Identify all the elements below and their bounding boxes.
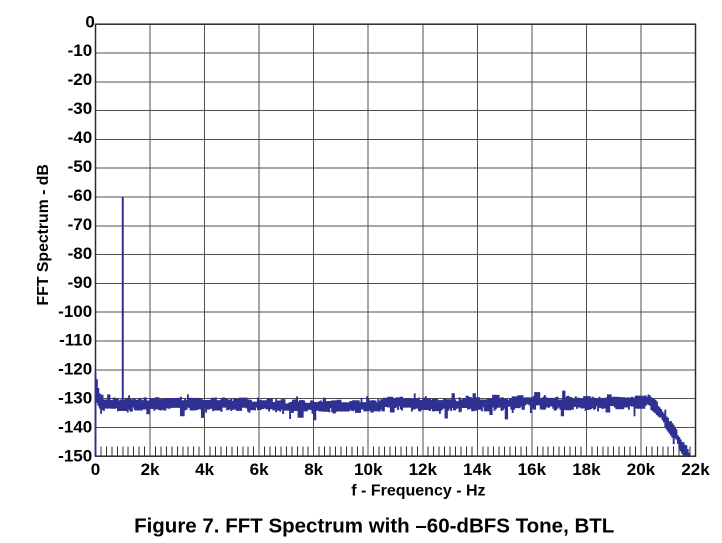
svg-text:-10: -10 [68, 41, 93, 60]
svg-text:0: 0 [85, 12, 94, 31]
svg-text:-140: -140 [58, 418, 92, 437]
svg-text:14k: 14k [463, 460, 492, 479]
svg-text:-60: -60 [68, 186, 93, 205]
svg-text:Figure 7. FFT Spectrum with –6: Figure 7. FFT Spectrum with –60-dBFS Ton… [134, 515, 614, 538]
svg-text:-30: -30 [68, 99, 93, 118]
svg-text:10k: 10k [354, 460, 383, 479]
svg-text:12k: 12k [409, 460, 438, 479]
svg-text:-90: -90 [68, 273, 93, 292]
svg-text:6k: 6k [250, 460, 269, 479]
svg-text:-50: -50 [68, 157, 93, 176]
svg-text:16k: 16k [518, 460, 547, 479]
svg-text:-150: -150 [58, 447, 92, 466]
svg-text:-20: -20 [68, 70, 93, 89]
svg-text:-100: -100 [58, 302, 92, 321]
svg-text:0: 0 [91, 460, 100, 479]
svg-text:-110: -110 [59, 331, 92, 350]
svg-text:-70: -70 [68, 215, 93, 234]
svg-text:FFT Spectrum - dB: FFT Spectrum - dB [35, 164, 52, 305]
svg-text:-80: -80 [68, 244, 93, 263]
svg-text:2k: 2k [141, 460, 160, 479]
svg-text:20k: 20k [627, 460, 656, 479]
svg-text:22k: 22k [681, 460, 710, 479]
svg-text:-40: -40 [68, 128, 93, 147]
svg-text:-120: -120 [58, 360, 92, 379]
svg-text:4k: 4k [195, 460, 214, 479]
svg-text:18k: 18k [572, 460, 601, 479]
svg-text:-130: -130 [58, 389, 92, 408]
svg-text:8k: 8k [304, 460, 323, 479]
svg-text:f - Frequency - Hz: f - Frequency - Hz [351, 483, 485, 500]
